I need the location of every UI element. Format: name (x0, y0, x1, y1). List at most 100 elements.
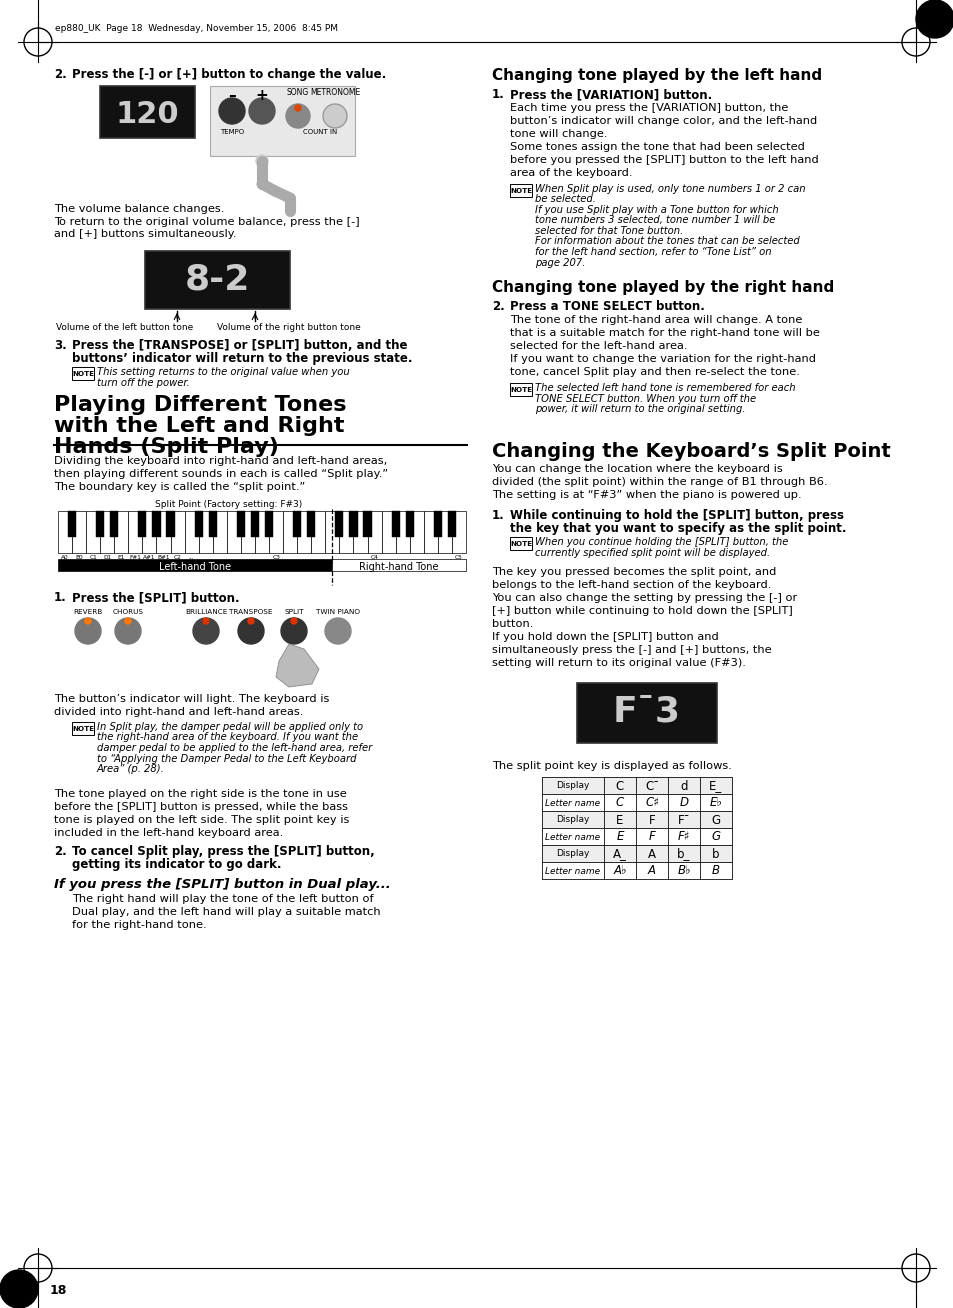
Text: E♭: E♭ (709, 797, 721, 810)
Text: C♯: C♯ (644, 797, 659, 810)
Bar (541, 828, 731, 845)
Text: Press the [VARIATION] button.: Press the [VARIATION] button. (510, 88, 712, 101)
Bar (391, 511, 399, 538)
Bar (541, 777, 731, 794)
Bar (667, 794, 700, 811)
Text: page 207.: page 207. (535, 258, 585, 268)
Bar (209, 511, 216, 538)
Bar (265, 511, 273, 538)
Bar (353, 511, 367, 553)
Text: 2.: 2. (54, 68, 67, 81)
Bar (198, 511, 213, 553)
Text: The volume balance changes.: The volume balance changes. (54, 204, 224, 215)
Text: setting will return to its original value (F#3).: setting will return to its original valu… (492, 658, 745, 668)
Text: REVERB: REVERB (73, 610, 103, 615)
Text: A_: A_ (613, 848, 626, 861)
Bar (510, 184, 532, 198)
Text: SONG: SONG (287, 88, 309, 97)
Text: C: C (616, 797, 623, 810)
Text: C: C (616, 780, 623, 793)
Text: In Split play, the damper pedal will be applied only to: In Split play, the damper pedal will be … (97, 722, 363, 732)
Text: C¯: C¯ (644, 780, 659, 793)
Text: E1: E1 (117, 555, 125, 560)
Bar (700, 777, 731, 794)
Text: Area” (p. 28).: Area” (p. 28). (97, 764, 165, 774)
Text: Display: Display (556, 849, 589, 858)
Bar (236, 511, 245, 538)
Text: TWIN PIANO: TWIN PIANO (315, 610, 359, 615)
Bar (325, 511, 339, 553)
Bar (636, 794, 667, 811)
Circle shape (85, 617, 91, 624)
Text: area of the keyboard.: area of the keyboard. (510, 167, 632, 178)
Text: Press the [SPLIT] button.: Press the [SPLIT] button. (71, 591, 239, 604)
Text: tone will change.: tone will change. (510, 129, 607, 139)
Circle shape (115, 617, 141, 644)
Text: d: d (679, 780, 687, 793)
Text: Dual play, and the left hand will play a suitable match: Dual play, and the left hand will play a… (71, 906, 380, 917)
Circle shape (325, 617, 351, 644)
Text: to “Applying the Damper Pedal to the Left Keyboard: to “Applying the Damper Pedal to the Lef… (97, 753, 356, 764)
Bar (667, 777, 700, 794)
Bar (447, 511, 456, 538)
Bar (100, 86, 194, 139)
Text: F#1: F#1 (130, 555, 141, 560)
Text: [+] button while continuing to hold down the [SPLIT]: [+] button while continuing to hold down… (492, 606, 792, 616)
Text: F¯3: F¯3 (613, 695, 680, 729)
Text: NOTE: NOTE (71, 371, 94, 377)
Text: NOTE: NOTE (71, 726, 94, 732)
Bar (145, 251, 290, 309)
Circle shape (75, 617, 101, 644)
Text: Press the [-] or [+] button to change the value.: Press the [-] or [+] button to change th… (71, 68, 386, 81)
Text: When you continue holding the [SPLIT] button, the: When you continue holding the [SPLIT] bu… (535, 538, 787, 547)
Bar (363, 511, 372, 538)
Text: Volume of the right button tone: Volume of the right button tone (216, 323, 360, 332)
Bar (577, 683, 717, 743)
Text: G: G (711, 831, 720, 844)
Text: E_: E_ (709, 780, 721, 793)
Text: Each time you press the [VARIATION] button, the: Each time you press the [VARIATION] butt… (510, 103, 787, 112)
Text: then playing different sounds in each is called “Split play.”: then playing different sounds in each is… (54, 470, 388, 479)
Bar (636, 811, 667, 828)
Text: Letter name: Letter name (545, 798, 600, 807)
Bar (213, 511, 227, 553)
Bar (58, 511, 72, 553)
Text: button.: button. (492, 619, 533, 629)
Text: TEMPO: TEMPO (220, 129, 244, 135)
Bar (111, 511, 118, 538)
Text: Left-hand Tone: Left-hand Tone (159, 562, 231, 572)
Bar (58, 559, 332, 572)
Bar (700, 845, 731, 862)
Text: Right-hand Tone: Right-hand Tone (359, 562, 438, 572)
Text: ep880_UK  Page 18  Wednesday, November 15, 2006  8:45 PM: ep880_UK Page 18 Wednesday, November 15,… (55, 24, 337, 33)
Bar (293, 511, 301, 538)
Text: COUNT IN: COUNT IN (302, 129, 336, 135)
Text: selected for that Tone button.: selected for that Tone button. (535, 226, 682, 235)
Text: This setting returns to the original value when you: This setting returns to the original val… (97, 368, 350, 377)
Text: BRILLIANCE: BRILLIANCE (185, 610, 227, 615)
Text: While continuing to hold the [SPLIT] button, press: While continuing to hold the [SPLIT] but… (510, 509, 843, 522)
Text: The right hand will play the tone of the left button of: The right hand will play the tone of the… (71, 893, 374, 904)
Text: buttons’ indicator will return to the previous state.: buttons’ indicator will return to the pr… (71, 352, 412, 365)
Text: C4: C4 (370, 555, 378, 560)
Circle shape (294, 105, 301, 111)
Bar (210, 86, 355, 156)
Text: power, it will return to the original setting.: power, it will return to the original se… (535, 404, 744, 415)
Bar (152, 511, 160, 538)
Bar (541, 862, 603, 879)
Text: You can also change the setting by pressing the [-] or: You can also change the setting by press… (492, 593, 797, 603)
Text: B: B (711, 865, 720, 878)
Text: For information about the tones that can be selected: For information about the tones that can… (535, 237, 799, 246)
Bar (603, 845, 636, 862)
Text: with the Left and Right: with the Left and Right (54, 416, 344, 436)
Text: selected for the left-hand area.: selected for the left-hand area. (510, 341, 687, 351)
Text: The split point key is displayed as follows.: The split point key is displayed as foll… (492, 761, 731, 770)
Text: Display: Display (556, 781, 589, 790)
Bar (367, 511, 381, 553)
Bar (541, 811, 731, 828)
Text: 1.: 1. (492, 88, 504, 101)
Bar (114, 511, 129, 553)
Text: +: + (255, 88, 268, 103)
Bar (636, 777, 667, 794)
Bar (142, 511, 156, 553)
